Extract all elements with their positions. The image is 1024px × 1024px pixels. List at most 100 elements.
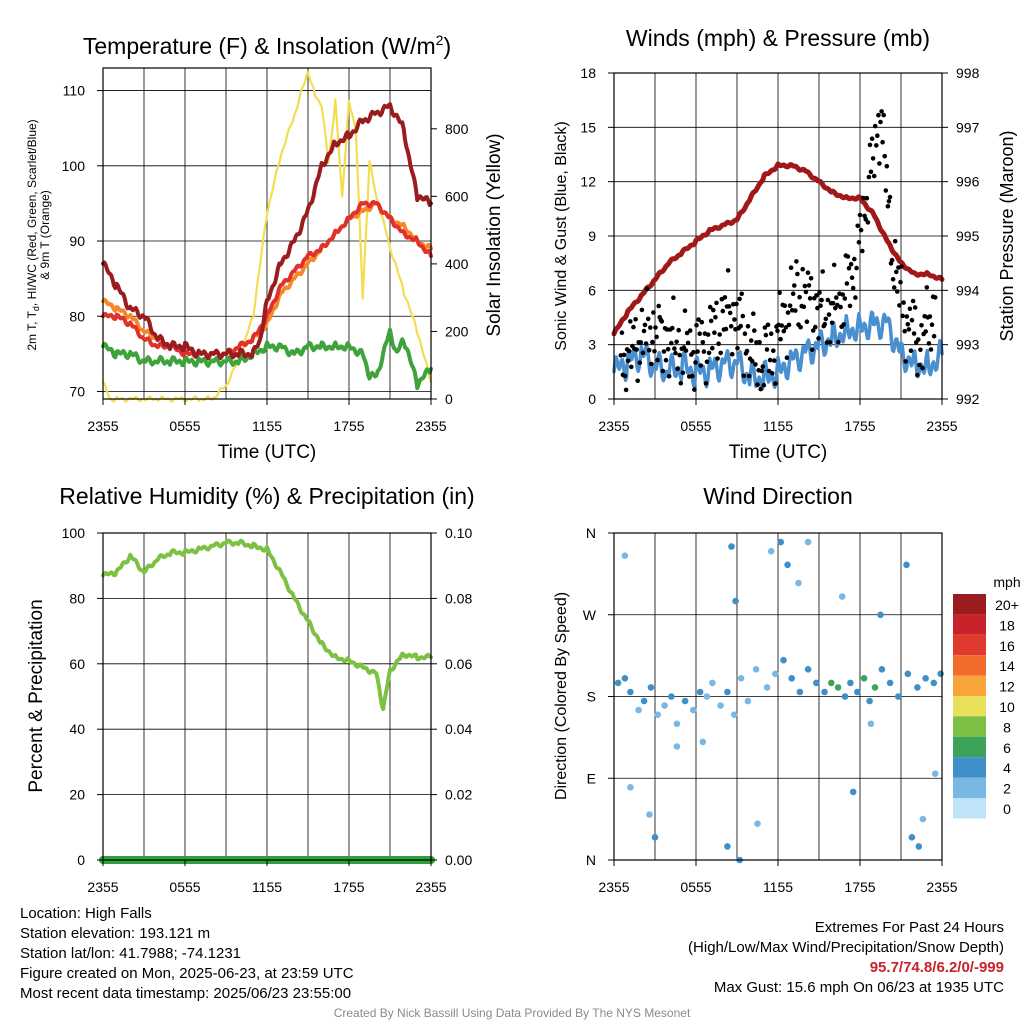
gust-point: [625, 358, 631, 364]
temperature-left-y-label-line2: & 9m T (Orange): [38, 190, 52, 280]
gust-point: [806, 283, 812, 288]
direction-point: [821, 688, 828, 696]
direction-point: [847, 679, 854, 687]
station-latlon: Station lat/lon: 41.7988; -74.1231: [20, 945, 242, 962]
y-tick-label-right: 0.00: [445, 852, 472, 868]
gust-point: [864, 195, 870, 201]
gust-point: [701, 349, 707, 354]
recent-data-timestamp: Most recent data timestamp: 2025/06/23 2…: [20, 985, 352, 1002]
gust-point: [805, 270, 811, 276]
gust-point: [746, 373, 752, 379]
gust-point: [643, 341, 649, 346]
gust-point: [685, 340, 691, 346]
direction-point: [767, 547, 775, 555]
humidity-panel-title: Relative Humidity (%) & Precipitation (i…: [59, 483, 474, 509]
gust-point: [797, 294, 802, 300]
gust-point: [928, 347, 934, 352]
direction-point: [922, 675, 929, 682]
gust-point: [836, 339, 841, 345]
gust-point: [660, 368, 666, 374]
y-tick-label-left: 70: [69, 383, 85, 399]
x-tick-label: 1755: [844, 418, 875, 434]
legend-label: 0: [1003, 801, 1011, 817]
direction-point: [673, 743, 681, 750]
x-tick-label: 1755: [333, 879, 364, 895]
direction-point: [877, 611, 884, 619]
y-tick-label-right: 400: [445, 256, 469, 272]
direction-panel-title: Wind Direction: [703, 483, 853, 509]
gust-point: [831, 262, 837, 268]
legend-swatch: [953, 777, 986, 798]
gust-point: [917, 362, 922, 368]
direction-point: [752, 666, 760, 673]
gust-point: [741, 373, 747, 379]
gust-point: [804, 319, 810, 325]
y-tick-label-left: N: [586, 525, 596, 541]
gust-point: [876, 112, 881, 118]
gust-point: [879, 109, 884, 114]
gust-point: [727, 310, 733, 316]
gust-point: [730, 351, 735, 357]
gust-point: [890, 277, 896, 282]
direction-point: [635, 706, 642, 714]
gust-point: [683, 348, 689, 353]
y-tick-label-right: 993: [956, 337, 980, 353]
gust-point: [904, 314, 910, 319]
gust-point: [673, 350, 678, 356]
direction-point: [838, 593, 846, 600]
gust-point: [870, 156, 876, 161]
gust-point: [732, 317, 737, 322]
gust-point: [653, 325, 658, 330]
gust-point: [623, 387, 629, 393]
gust-point: [845, 254, 851, 259]
gust-point: [628, 319, 633, 324]
gust-point: [737, 296, 742, 302]
direction-point: [621, 675, 629, 682]
series-solar-insolation: [101, 71, 433, 403]
gust-point: [792, 283, 797, 288]
gust-point: [652, 349, 657, 354]
legend-label: 2: [1003, 781, 1011, 797]
gust-point: [626, 348, 632, 354]
gust-point: [853, 295, 858, 300]
series-dewpoint: [101, 327, 433, 391]
gust-point: [665, 346, 671, 352]
gust-point: [865, 220, 871, 225]
x-tick-label: 1155: [763, 418, 793, 434]
direction-point: [804, 666, 812, 673]
y-tick-label-right: 200: [445, 323, 469, 339]
direction-point: [696, 688, 704, 696]
gust-point: [695, 349, 700, 354]
x-tick-label: 0555: [169, 879, 200, 895]
x-tick-label: 2355: [415, 418, 446, 434]
gust-point: [734, 301, 739, 307]
gust-point: [820, 269, 825, 274]
legend-swatch: [953, 614, 986, 635]
direction-point: [841, 693, 849, 700]
direction-point: [717, 702, 724, 709]
gust-point: [784, 355, 790, 361]
direction-point: [621, 552, 629, 559]
gust-point: [722, 295, 728, 300]
gust-point: [793, 308, 798, 313]
gust-point: [711, 307, 716, 313]
legend-swatch: [953, 594, 986, 615]
gust-point: [931, 333, 937, 339]
gust-point: [661, 349, 667, 354]
direction-point: [854, 688, 861, 696]
direction-point: [640, 697, 648, 705]
gust-point: [706, 350, 712, 356]
legend-swatch: [953, 798, 986, 819]
gust-point: [713, 315, 718, 320]
direction-point: [709, 679, 716, 687]
x-tick-label: 1155: [252, 879, 282, 895]
station-elevation: Station elevation: 193.121 m: [20, 925, 211, 942]
gust-point: [710, 345, 715, 351]
x-tick-label: 1755: [333, 418, 364, 434]
gust-point: [656, 303, 661, 309]
gust-point: [924, 285, 930, 290]
gust-point: [773, 381, 778, 386]
gust-point: [926, 341, 932, 346]
gust-point: [716, 341, 721, 347]
gust-point: [674, 339, 679, 345]
